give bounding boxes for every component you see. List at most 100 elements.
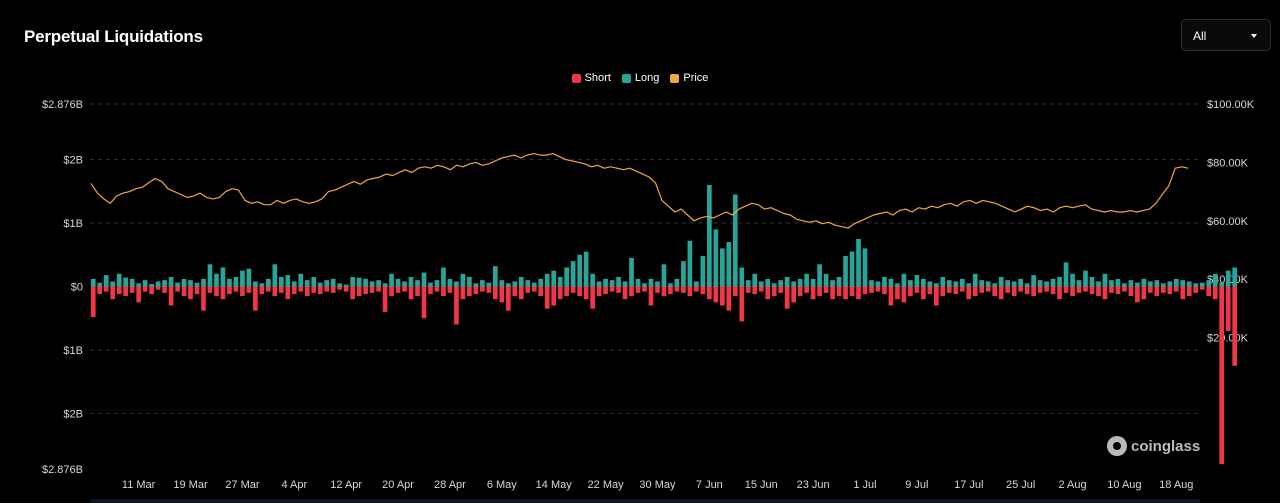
long-bar[interactable]: [590, 273, 595, 287]
short-bar[interactable]: [350, 286, 355, 300]
short-bar[interactable]: [1089, 286, 1095, 295]
short-bar[interactable]: [914, 286, 920, 293]
long-bar[interactable]: [739, 267, 745, 287]
short-bar[interactable]: [797, 286, 803, 297]
long-bar[interactable]: [460, 273, 466, 287]
short-bar[interactable]: [369, 286, 375, 293]
short-bar[interactable]: [1076, 286, 1082, 293]
long-bar[interactable]: [136, 283, 141, 287]
short-bar[interactable]: [1180, 286, 1186, 300]
long-bar[interactable]: [992, 283, 998, 287]
short-bar[interactable]: [875, 286, 881, 292]
short-bar[interactable]: [1186, 286, 1192, 297]
long-bar[interactable]: [953, 281, 959, 287]
short-bar[interactable]: [609, 286, 615, 292]
short-bar[interactable]: [376, 286, 381, 292]
long-bar[interactable]: [356, 277, 362, 287]
long-bar[interactable]: [1096, 281, 1101, 287]
short-bar[interactable]: [895, 286, 900, 300]
short-bar[interactable]: [1141, 286, 1147, 300]
long-bar[interactable]: [1018, 278, 1023, 287]
long-bar[interactable]: [1193, 283, 1199, 287]
short-bar[interactable]: [123, 286, 129, 297]
long-bar[interactable]: [155, 281, 161, 287]
short-bar[interactable]: [856, 286, 861, 300]
short-bar[interactable]: [687, 286, 693, 297]
short-bar[interactable]: [1063, 286, 1069, 293]
long-bar[interactable]: [1109, 280, 1114, 287]
short-bar[interactable]: [882, 286, 887, 295]
long-bar[interactable]: [363, 278, 368, 287]
long-bar[interactable]: [804, 273, 809, 287]
short-bar[interactable]: [590, 286, 595, 309]
short-bar[interactable]: [765, 286, 771, 300]
long-bar[interactable]: [486, 282, 492, 287]
long-bar[interactable]: [596, 281, 602, 287]
short-bar[interactable]: [836, 286, 842, 297]
long-bar[interactable]: [888, 278, 894, 287]
short-bar[interactable]: [1154, 286, 1160, 297]
short-bar[interactable]: [460, 286, 466, 300]
long-bar[interactable]: [505, 283, 511, 287]
short-bar[interactable]: [382, 286, 388, 312]
short-bar[interactable]: [694, 286, 699, 292]
long-bar[interactable]: [1167, 281, 1173, 287]
short-bar[interactable]: [583, 286, 589, 300]
long-bar[interactable]: [188, 280, 193, 287]
long-bar[interactable]: [220, 267, 226, 287]
short-bar[interactable]: [1199, 286, 1205, 290]
long-bar[interactable]: [564, 267, 570, 287]
short-bar[interactable]: [129, 286, 135, 293]
long-bar[interactable]: [259, 283, 265, 287]
short-bar[interactable]: [162, 286, 167, 293]
short-bar[interactable]: [622, 286, 628, 300]
long-bar[interactable]: [428, 282, 433, 287]
long-bar[interactable]: [389, 273, 394, 287]
time-range-select[interactable]: All: [1181, 19, 1271, 51]
long-bar[interactable]: [447, 278, 453, 287]
short-bar[interactable]: [1109, 286, 1114, 293]
short-bar[interactable]: [998, 286, 1004, 300]
long-bar[interactable]: [914, 275, 920, 287]
long-bar[interactable]: [771, 283, 777, 287]
long-bar[interactable]: [726, 242, 732, 287]
short-bar[interactable]: [188, 286, 193, 300]
short-bar[interactable]: [363, 286, 368, 295]
short-bar[interactable]: [959, 286, 965, 292]
long-bar[interactable]: [103, 275, 109, 287]
long-bar[interactable]: [849, 251, 855, 287]
long-bar[interactable]: [233, 276, 239, 287]
long-bar[interactable]: [298, 273, 304, 287]
long-bar[interactable]: [1115, 278, 1121, 287]
long-bar[interactable]: [972, 273, 978, 287]
long-bar[interactable]: [369, 281, 375, 287]
short-bar[interactable]: [1122, 286, 1127, 292]
short-bar[interactable]: [473, 286, 479, 295]
long-bar[interactable]: [1122, 283, 1127, 287]
long-bar[interactable]: [1031, 275, 1036, 287]
short-bar[interactable]: [557, 286, 563, 300]
long-bar[interactable]: [700, 256, 706, 287]
long-bar[interactable]: [246, 268, 252, 287]
long-bar[interactable]: [836, 276, 842, 287]
short-bar[interactable]: [181, 286, 187, 297]
long-bar[interactable]: [324, 280, 330, 287]
legend-item-long[interactable]: Long: [621, 72, 659, 84]
short-bar[interactable]: [629, 286, 634, 297]
long-bar[interactable]: [674, 278, 680, 287]
long-bar[interactable]: [784, 276, 790, 287]
long-bar[interactable]: [499, 280, 505, 287]
short-bar[interactable]: [454, 286, 459, 325]
short-bar[interactable]: [389, 286, 394, 297]
long-bar[interactable]: [1063, 262, 1069, 287]
short-bar[interactable]: [681, 286, 686, 293]
short-bar[interactable]: [830, 286, 835, 300]
long-bar[interactable]: [856, 238, 861, 287]
long-bar[interactable]: [979, 280, 985, 287]
long-bar[interactable]: [512, 281, 518, 287]
short-bar[interactable]: [985, 286, 991, 292]
long-bar[interactable]: [194, 282, 200, 287]
long-bar[interactable]: [901, 273, 907, 287]
long-bar[interactable]: [642, 283, 647, 287]
short-bar[interactable]: [849, 286, 855, 297]
